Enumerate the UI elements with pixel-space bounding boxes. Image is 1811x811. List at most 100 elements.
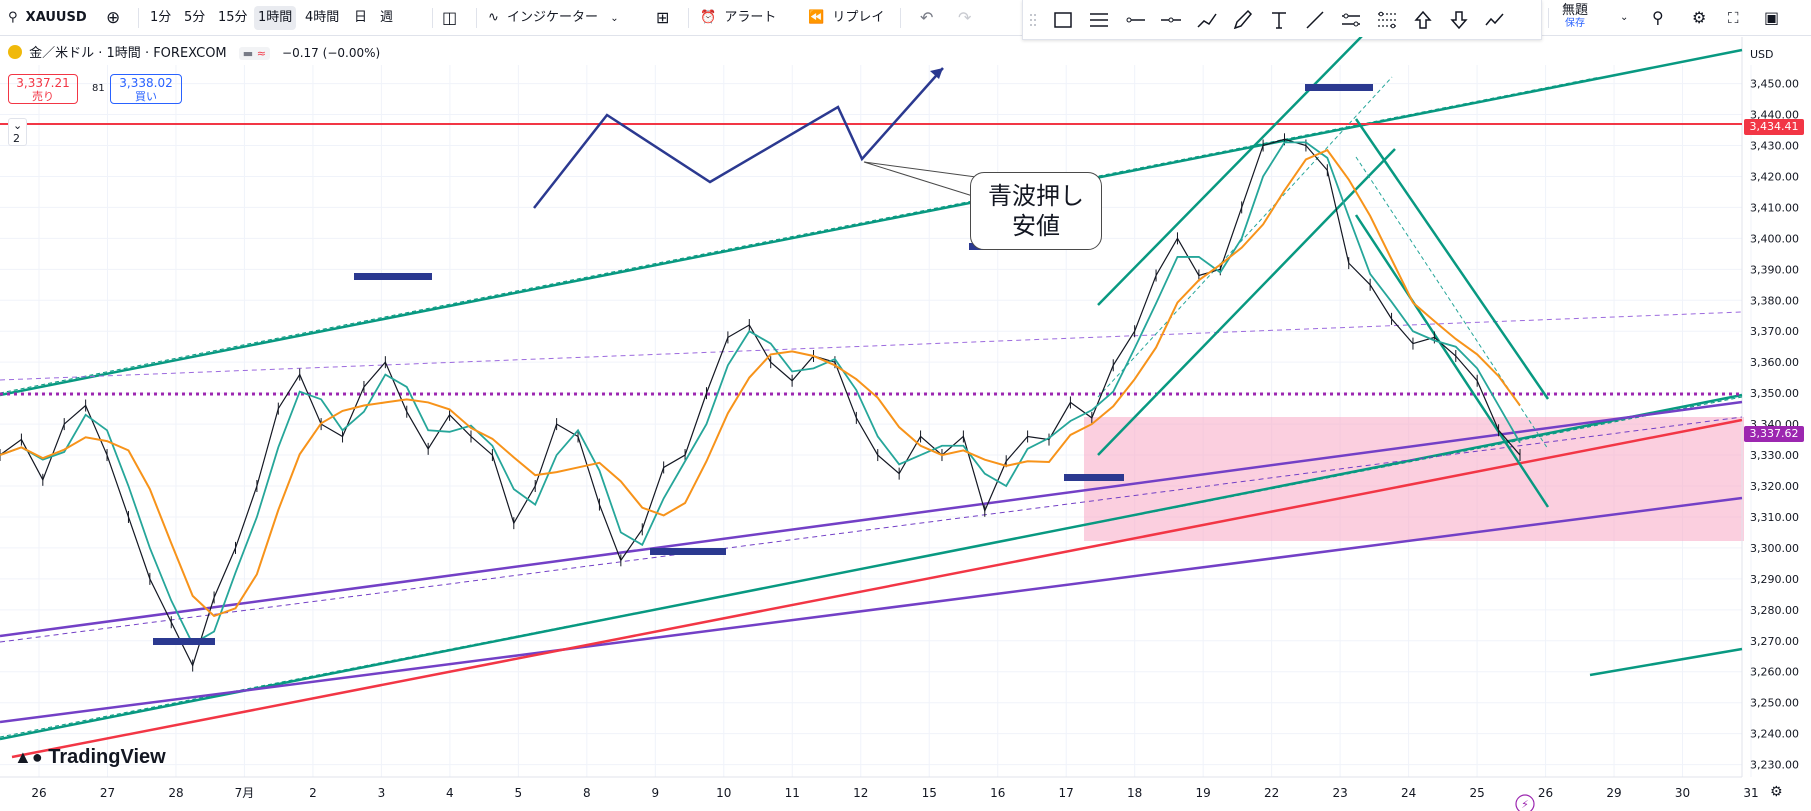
buy-price: 3,338.02 bbox=[119, 76, 173, 90]
timeframe-day[interactable]: 日 bbox=[354, 10, 368, 25]
alert-button[interactable]: ⏰ アラート bbox=[700, 0, 776, 36]
settings-gear-icon[interactable]: ⚙ bbox=[1692, 8, 1707, 27]
timeframe-1h[interactable]: 1時間 bbox=[254, 6, 297, 30]
indicators-icon: ∿ bbox=[488, 10, 499, 25]
redo-icon[interactable]: ↷ bbox=[958, 8, 972, 27]
horizontal-line-icon[interactable] bbox=[1159, 8, 1183, 32]
annotation-callout[interactable]: 青波押し 安値 bbox=[970, 172, 1102, 250]
fast-moving-average-line bbox=[0, 141, 1521, 646]
sell-button[interactable]: 3,337.21 売り bbox=[8, 74, 78, 104]
level-marker[interactable] bbox=[1064, 474, 1124, 481]
steep-up-channel-mid[interactable] bbox=[1097, 76, 1393, 398]
fullscreen-icon[interactable]: ⛶ bbox=[1728, 9, 1739, 27]
chart-settings-gear-icon[interactable]: ⚙ bbox=[1770, 784, 1783, 800]
lightning-event-icon[interactable] bbox=[1515, 794, 1535, 811]
alert-label: アラート bbox=[724, 10, 777, 25]
price-tick-label: 3,390.00 bbox=[1750, 263, 1799, 276]
upper-channel-dashed-line[interactable] bbox=[0, 76, 1601, 394]
level-marker[interactable] bbox=[354, 273, 432, 280]
spread-value: 81 bbox=[92, 83, 105, 94]
blue-wave-forecast-path[interactable] bbox=[533, 67, 944, 209]
quick-search-icon[interactable]: ⚲ bbox=[1652, 8, 1664, 27]
parallel-channel-icon[interactable] bbox=[1339, 8, 1363, 32]
level-marker[interactable] bbox=[650, 548, 726, 555]
callout-line-2: 安値 bbox=[1012, 212, 1060, 240]
buy-button[interactable]: 3,338.02 買い bbox=[110, 74, 182, 104]
down-channel-mid[interactable] bbox=[1355, 156, 1549, 450]
time-tick-label: 8 bbox=[583, 786, 591, 800]
path-tool-icon[interactable] bbox=[1195, 8, 1219, 32]
tradingview-logo[interactable]: ▲● TradingView bbox=[14, 746, 166, 769]
timeframe-1m[interactable]: 1分 bbox=[150, 10, 172, 25]
layout-save-button[interactable]: 無題 保存 bbox=[1562, 4, 1588, 32]
buy-label: 買い bbox=[135, 90, 157, 103]
toolbar-divider bbox=[432, 8, 433, 28]
undo-icon[interactable]: ↶ bbox=[920, 8, 934, 27]
replay-button[interactable]: ⏪ リプレイ bbox=[808, 0, 884, 36]
indicators-button[interactable]: ∿ インジケーター ⌄ bbox=[488, 0, 619, 36]
time-tick-label: 18 bbox=[1127, 786, 1142, 800]
price-tick-label: 3,400.00 bbox=[1750, 232, 1799, 245]
pitchfork-icon[interactable] bbox=[1375, 8, 1399, 32]
horizontal-ray-icon[interactable] bbox=[1123, 8, 1147, 32]
steep-up-channel-upper[interactable] bbox=[1097, 37, 1365, 306]
currency-label[interactable]: USD bbox=[1750, 48, 1774, 61]
collapsed-count: 2 bbox=[13, 132, 20, 145]
purple-upper-trendline[interactable] bbox=[0, 400, 1743, 638]
time-tick-label: 17 bbox=[1059, 786, 1074, 800]
price-tick-label: 3,240.00 bbox=[1750, 728, 1799, 741]
indicator-collapse-toggle[interactable]: ⌄ 2 bbox=[8, 118, 28, 146]
resistance-price-tag: 3,434.41 bbox=[1744, 119, 1804, 135]
timeframe-15m[interactable]: 15分 bbox=[218, 10, 248, 25]
price-chart[interactable]: 3,230.00 3,240.00 3,250.00 3,260.00 3,270.00… bbox=[0, 37, 1811, 811]
timeframe-week[interactable]: 週 bbox=[380, 10, 394, 25]
time-tick-label: 25 bbox=[1469, 786, 1484, 800]
tv-logo-icon: ▲● bbox=[14, 747, 43, 767]
timeframe-4h[interactable]: 4時間 bbox=[305, 10, 340, 25]
arrow-down-icon[interactable] bbox=[1447, 8, 1471, 32]
rectangle-tool-icon[interactable] bbox=[1051, 8, 1075, 32]
layouts-grid-icon[interactable]: ⊞ bbox=[656, 8, 670, 27]
time-tick-label: 11 bbox=[785, 786, 800, 800]
fib-retracement-icon[interactable] bbox=[1087, 8, 1111, 32]
lower-green-trendline[interactable] bbox=[1589, 647, 1743, 677]
symbol-search-button[interactable]: ⚲ XAUUSD bbox=[8, 0, 87, 36]
chevron-down-icon: ⌄ bbox=[13, 119, 23, 132]
purple-lower-trendline[interactable] bbox=[0, 496, 1743, 724]
time-tick-label: 19 bbox=[1196, 786, 1211, 800]
time-tick-label: 28 bbox=[168, 786, 183, 800]
symbol-logo-icon bbox=[8, 45, 22, 59]
alarm-clock-icon: ⏰ bbox=[700, 10, 717, 25]
timeframe-5m[interactable]: 5分 bbox=[184, 10, 206, 25]
price-tick-label: 3,330.00 bbox=[1750, 449, 1799, 462]
down-channel-lower[interactable] bbox=[1354, 214, 1550, 508]
text-tool-icon[interactable] bbox=[1267, 8, 1291, 32]
camera-snapshot-icon[interactable]: ▣ bbox=[1764, 8, 1780, 27]
chevron-down-icon[interactable]: ⌄ bbox=[1620, 12, 1629, 23]
price-tick-label: 3,300.00 bbox=[1750, 542, 1799, 555]
price-tick-label: 3,450.00 bbox=[1750, 78, 1799, 91]
lower-channel-dashed-line[interactable] bbox=[0, 396, 1743, 738]
toolbar-divider bbox=[688, 8, 689, 28]
forecast-tool-icon[interactable] bbox=[1483, 8, 1507, 32]
drag-handle-icon[interactable] bbox=[1029, 12, 1037, 28]
brush-tool-icon[interactable] bbox=[1231, 8, 1255, 32]
legend-title[interactable]: 金／米ドル · 1時間 · FOREXCOM bbox=[29, 46, 227, 61]
upper-channel-line[interactable] bbox=[0, 48, 1743, 397]
steep-up-channel-lower[interactable] bbox=[1097, 148, 1396, 456]
red-trendline[interactable] bbox=[11, 418, 1743, 759]
purple-dashed-trendline[interactable] bbox=[0, 416, 1743, 643]
time-axis: 26 27 28 7月 2 3 4 5 8 9 10 11 12 15 16 17 18 19 22 23 24 25 26… bbox=[31, 786, 1758, 800]
level-marker[interactable] bbox=[1305, 84, 1373, 91]
support-zone-rectangle[interactable] bbox=[1084, 417, 1744, 541]
lower-channel-line[interactable] bbox=[0, 393, 1743, 741]
candle-type-icon[interactable]: ◫ bbox=[442, 8, 458, 27]
down-channel-upper[interactable] bbox=[1354, 118, 1550, 400]
level-marker[interactable] bbox=[153, 638, 215, 645]
purple-upper-dashed-line[interactable] bbox=[0, 311, 1743, 381]
trend-line-icon[interactable] bbox=[1303, 8, 1327, 32]
compare-add-icon[interactable]: ⊕ bbox=[106, 8, 121, 28]
arrow-up-icon[interactable] bbox=[1411, 8, 1435, 32]
time-tick-label: 16 bbox=[990, 786, 1005, 800]
source-status-badge[interactable]: ▬ ≈ bbox=[238, 47, 270, 60]
